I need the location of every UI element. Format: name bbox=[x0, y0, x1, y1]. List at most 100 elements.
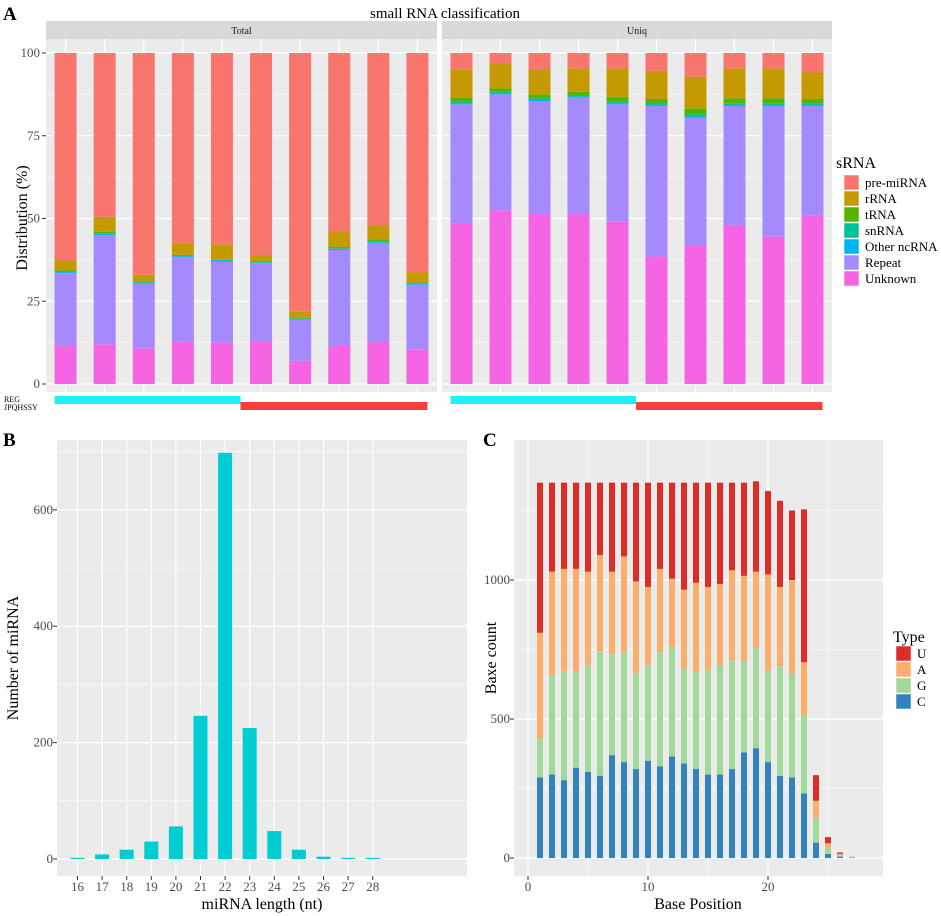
chart-c-legend-label: A bbox=[917, 662, 927, 677]
chart-a-legend-key bbox=[843, 270, 860, 287]
chart-a-bar-segment-unknown bbox=[489, 210, 512, 384]
chart-c-bar-segment-c bbox=[537, 777, 543, 858]
chart-c-bar-segment-c bbox=[597, 775, 603, 858]
chart-a-bar-segment-snrna bbox=[210, 259, 233, 261]
chart-c-y-tick-label: 500 bbox=[491, 711, 511, 726]
chart-c-legend-label: G bbox=[917, 678, 926, 693]
chart-a-bar-segment-other-ncrna bbox=[250, 262, 273, 264]
chart-b-bar-26 bbox=[316, 856, 331, 859]
chart-c-bar-segment-u bbox=[537, 482, 543, 633]
chart-a-bar-segment-snrna bbox=[489, 91, 512, 94]
chart-c-bar-segment-u bbox=[621, 482, 627, 557]
chart-a-bar-segment-unknown bbox=[801, 215, 824, 384]
chart-a-bar-segment-rrna bbox=[289, 311, 312, 318]
chart-b-y-tick-label: 0 bbox=[47, 851, 54, 866]
chart-c-bar-segment-c bbox=[825, 853, 831, 858]
chart-a-bar-segment-other-ncrna bbox=[289, 318, 312, 320]
chart-a-bar-segment-pre-mirna bbox=[801, 53, 824, 73]
chart-c-bar-segment-c bbox=[717, 774, 723, 858]
chart-a-bar-segment-trna bbox=[289, 317, 312, 319]
chart-a-group-label-reg: REG bbox=[4, 395, 20, 404]
chart-c-bar-segment-g bbox=[729, 660, 735, 770]
chart-c-bar-segment-a bbox=[585, 571, 591, 665]
chart-c-bar-segment-u bbox=[825, 837, 831, 844]
chart-a-bar-segment-trna bbox=[406, 282, 429, 284]
chart-a-bar-segment-pre-mirna bbox=[684, 53, 707, 77]
chart-a-y-tick-label: 25 bbox=[27, 293, 40, 308]
chart-a-bar-segment-rrna bbox=[328, 232, 351, 247]
chart-a-legend-key bbox=[843, 206, 860, 223]
chart-c-bar-segment-a bbox=[597, 554, 603, 653]
chart-c-bar-segment-c bbox=[789, 777, 795, 858]
chart-a-bar-segment-snrna bbox=[93, 233, 116, 234]
chart-c-bar-segment-u bbox=[789, 510, 795, 580]
chart-a-bar-segment-trna bbox=[250, 261, 273, 263]
chart-a-bar-segment-unknown bbox=[450, 223, 473, 384]
chart-a-bar-segment-rrna bbox=[210, 244, 233, 260]
chart-b-x-tick-label: 23 bbox=[243, 879, 256, 894]
chart-a-bar-segment-snrna bbox=[171, 255, 194, 257]
chart-c-bar-segment-u bbox=[573, 482, 579, 569]
chart-b-bar-21 bbox=[193, 715, 208, 859]
chart-a-bar-segment-rrna bbox=[171, 243, 194, 255]
chart-a-legend-label: pre-miRNA bbox=[865, 175, 928, 190]
chart-c-bar-segment-a bbox=[753, 571, 759, 649]
chart-b-x-tick-label: 16 bbox=[71, 879, 85, 894]
chart-b-bar-28 bbox=[365, 857, 380, 859]
chart-a-bar-segment-repeat bbox=[210, 261, 233, 343]
chart-a-bar-segment-repeat bbox=[54, 273, 77, 346]
chart-b-x-tick-label: 19 bbox=[145, 879, 158, 894]
chart-a-bar-segment-other-ncrna bbox=[93, 233, 116, 236]
chart-c-bar-segment-g bbox=[561, 671, 567, 781]
chart-b-y-tick-label: 400 bbox=[34, 618, 54, 633]
chart-a-bar-segment-pre-mirna bbox=[171, 53, 194, 244]
chart-c-bar-segment-g bbox=[597, 652, 603, 776]
chart-c-bar-segment-c bbox=[705, 774, 711, 858]
chart-c-bar-segment-a bbox=[537, 632, 543, 739]
chart-a-bar-segment-other-ncrna bbox=[450, 103, 473, 105]
chart-a-legend-label: Repeat bbox=[865, 255, 901, 270]
chart-a-bar-segment-rrna bbox=[54, 260, 77, 271]
chart-c-bar-segment-a bbox=[573, 568, 579, 672]
chart-a-bar-segment-unknown bbox=[606, 221, 629, 384]
chart-c-bar-segment-a bbox=[609, 571, 615, 654]
chart-c-bar-segment-g bbox=[837, 855, 843, 857]
chart-a-legend-key bbox=[843, 222, 860, 239]
chart-a-bar-segment-rrna bbox=[645, 70, 668, 100]
chart-c-legend-label: U bbox=[917, 646, 927, 661]
chart-a-bar-segment-other-ncrna bbox=[171, 256, 194, 258]
panel-b-mirna-length: B 0 200 400 600 16 17 18 19 20 21 22 23 24 25 26 27 28 miR… bbox=[3, 430, 467, 913]
chart-c-bar-segment-u bbox=[729, 482, 735, 571]
chart-a-bar-segment-pre-mirna bbox=[723, 53, 746, 69]
chart-c-legend-key bbox=[895, 693, 912, 710]
chart-c-bar-segment-g bbox=[609, 653, 615, 756]
chart-c-bar-segment-a bbox=[837, 853, 843, 856]
chart-c-bar-segment-g bbox=[777, 666, 783, 776]
chart-a-bar-segment-unknown bbox=[684, 244, 707, 384]
chart-a-legend-title: sRNA bbox=[836, 155, 876, 172]
chart-c-bar-segment-a bbox=[777, 586, 783, 667]
chart-a-bar-segment-trna bbox=[762, 98, 785, 104]
chart-a-y-tick-label: 50 bbox=[27, 211, 40, 226]
chart-c-x-tick-label: 0 bbox=[525, 879, 532, 894]
chart-c-bar-segment-c bbox=[561, 780, 567, 858]
chart-c-bar-segment-u bbox=[777, 500, 783, 587]
chart-a-bar-segment-unknown bbox=[210, 342, 233, 384]
chart-c-bar-segment-c bbox=[813, 842, 819, 858]
chart-a-bar-segment-snrna bbox=[801, 103, 824, 105]
chart-b-x-tick-label: 22 bbox=[219, 879, 232, 894]
chart-a-group-bar-jpqhssy bbox=[240, 402, 428, 410]
chart-a-bar-segment-other-ncrna bbox=[210, 260, 233, 262]
chart-a-bar-segment-other-ncrna bbox=[132, 282, 155, 284]
chart-a-bar-segment-pre-mirna bbox=[762, 53, 785, 69]
chart-a-bar-segment-trna bbox=[801, 99, 824, 104]
chart-c-bar-segment-a bbox=[801, 662, 807, 716]
chart-c-x-tick-label: 20 bbox=[762, 879, 775, 894]
chart-a-bar-segment-pre-mirna bbox=[54, 53, 77, 261]
chart-c-bar-segment-u bbox=[753, 481, 759, 572]
chart-a-bar-segment-unknown bbox=[93, 344, 116, 384]
chart-c-bar-segment-g bbox=[753, 648, 759, 749]
chart-a-bar-segment-repeat bbox=[645, 105, 668, 257]
chart-a-bar-segment-repeat bbox=[171, 257, 194, 342]
chart-a-bar-segment-rrna bbox=[801, 72, 824, 100]
